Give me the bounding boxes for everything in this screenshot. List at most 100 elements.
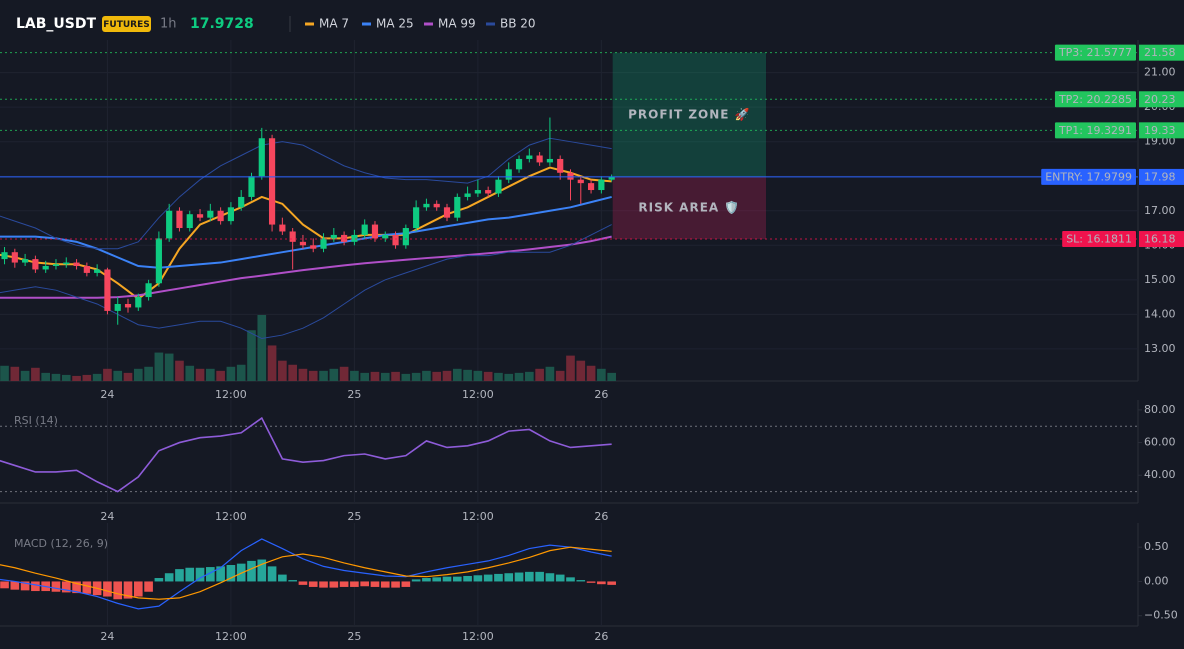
zone-label: PROFIT ZONE 🚀 [628,107,751,121]
candle-body [526,155,533,159]
x-tick-label: 12:00 [215,388,247,401]
histogram-bar [514,572,524,582]
histogram-bar [442,576,452,582]
histogram-bar [329,581,339,588]
volume-bar [10,366,20,381]
level-label: TP3: 21.5777 [1058,46,1132,59]
candle-body [454,196,461,218]
y-tick-label: 60.00 [1144,436,1176,449]
candle-body [145,283,152,298]
histogram-bar [494,573,503,582]
candle-body [196,214,204,218]
candle-body [536,155,543,163]
histogram-bar [452,576,462,582]
axis-label: 21.58 [1144,46,1176,59]
volume-bar [288,364,297,381]
x-tick-label: 26 [594,510,608,523]
histogram-bar [298,581,308,585]
x-tick-label: 24 [100,630,114,643]
x-tick-label: 26 [594,388,608,401]
volume-bar [432,371,442,381]
y-tick-label: −0.50 [1144,609,1178,622]
candle-body [155,238,162,284]
candle-body [423,203,430,208]
candle-body [238,196,245,208]
histogram-bar [31,581,40,592]
candle-body [176,210,183,229]
volume-bar [525,371,534,381]
level-label-bg [1054,122,1136,139]
level-label-bg [1062,231,1136,248]
x-tick-label: 26 [594,630,608,643]
volume-bar [350,370,359,381]
level-label: TP1: 19.3291 [1058,124,1132,137]
histogram-bar [360,581,370,587]
histogram-bar [51,581,61,592]
overlay-line [0,137,612,250]
volume-bar [154,352,164,381]
volume-bar [0,365,9,381]
volume-bar [483,371,493,381]
volume-bar [494,372,503,381]
volume-bar [504,373,514,381]
volume-bar [175,360,184,381]
volume-bar [411,372,421,381]
histogram-bar [339,581,349,587]
volume-bar [185,365,195,381]
candle-body [279,224,286,232]
overlay-line [0,235,612,299]
volume-bar [226,366,236,381]
candle-body [402,228,409,246]
y-tick-label: 21.00 [1144,66,1176,79]
histogram-bar [586,581,596,583]
candle-body [63,262,70,265]
axis-label: 20.23 [1144,93,1176,106]
zone [612,176,767,240]
histogram-bar [483,574,493,582]
histogram-bar [133,581,143,597]
volume-bar [41,372,51,381]
zone-label: RISK AREA 🛡️ [638,200,740,214]
candle-body [268,138,276,225]
level-label-bg [1054,91,1136,108]
histogram-bar [216,566,225,582]
candle-body [186,214,193,229]
candle-body [104,269,111,311]
interval[interactable]: 1h [160,17,177,32]
legend-label: BB 20 [500,17,536,31]
candle-body [22,259,29,263]
histogram-bar [473,575,483,582]
candle-body [485,190,492,194]
legend-label: MA 25 [376,17,414,31]
candle-body [351,234,358,242]
volume-bar [576,360,586,381]
volume-bar [298,368,308,381]
candle-body [341,234,348,242]
badge-bg [102,16,151,32]
volume-bar [51,373,61,381]
level-label-bg [1054,44,1136,61]
histogram-bar [391,581,400,588]
candle-body [392,234,399,246]
y-tick-label: 17.00 [1144,204,1176,217]
histogram-bar [103,581,112,597]
candle-body [361,224,368,235]
volume-bar [113,370,123,381]
histogram-bar [20,581,30,591]
histogram-bar [555,574,565,582]
symbol: LAB_USDT [16,16,96,32]
volume-bar [401,373,411,381]
histogram-bar [463,575,472,582]
indicator-line [0,538,612,610]
legend-label: MA 7 [319,17,349,31]
badge: FUTURES [103,20,149,30]
candle-body [320,238,327,249]
volume-bar [422,370,431,381]
x-tick-label: 25 [347,388,361,401]
histogram-bar [350,581,359,587]
histogram-bar [61,581,71,593]
candle-body [464,193,471,197]
x-tick-label: 12:00 [462,388,494,401]
y-tick-label: 15.00 [1144,273,1176,286]
